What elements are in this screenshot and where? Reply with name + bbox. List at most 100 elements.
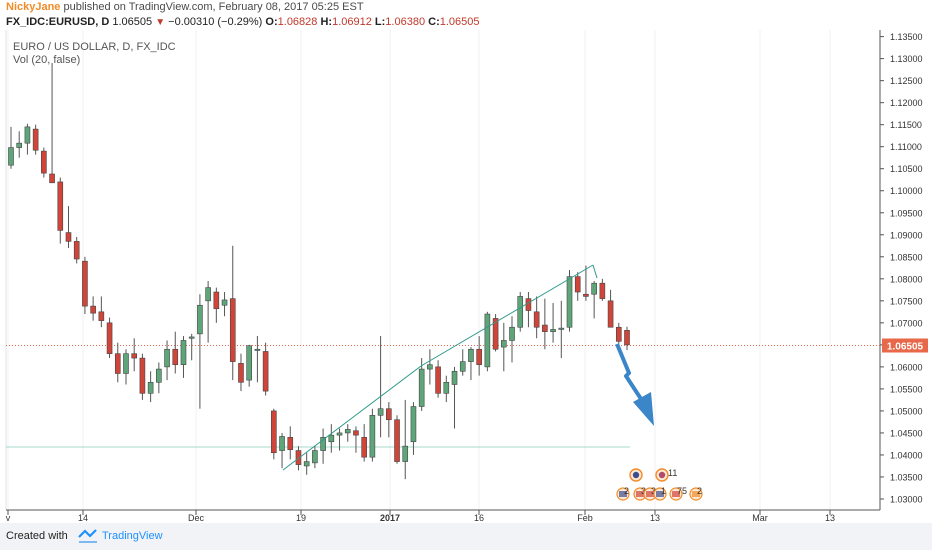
- candle-body: [328, 434, 335, 443]
- candle: [238, 353, 244, 392]
- x-tick-label: v: [6, 513, 11, 523]
- candle-body: [386, 408, 392, 421]
- flag-icon: [656, 491, 664, 497]
- candle: [344, 424, 351, 442]
- candle-body: [418, 368, 425, 407]
- price-chart[interactable]: 1.03000 1.03500 1.04000 1.04500 1.05000 1.055…: [0, 30, 932, 523]
- y-tick-label: 1.13500: [890, 32, 923, 42]
- candle: [197, 294, 203, 409]
- candle-body: [8, 147, 14, 166]
- flag-icon: [692, 491, 700, 497]
- candle: [525, 292, 532, 328]
- time-axis[interactable]: v 14 Dec 19 2017 16 Feb 13 Mar 13: [6, 510, 835, 523]
- event-count: 2: [624, 486, 629, 496]
- event-count: 75: [677, 486, 687, 496]
- candle: [394, 415, 400, 464]
- candle: [164, 340, 170, 381]
- y-tick-label: 1.03500: [890, 472, 923, 482]
- candle-body: [583, 293, 589, 297]
- candle-body: [246, 345, 252, 381]
- trendline-upper[interactable]: [420, 264, 594, 367]
- price-tag: 1.06505: [882, 338, 928, 353]
- candle-body: [254, 348, 261, 351]
- y-tick-label: 1.05500: [890, 384, 923, 394]
- candle-body: [82, 260, 88, 307]
- candle: [484, 311, 491, 372]
- candle-body: [377, 408, 384, 416]
- x-tick-label: Mar: [752, 513, 768, 523]
- tradingview-logo-icon[interactable]: [78, 529, 98, 543]
- candles[interactable]: [8, 63, 630, 480]
- x-tick-label: 13: [825, 513, 835, 523]
- candle: [451, 366, 458, 429]
- candle-body: [32, 128, 39, 151]
- candle-body: [369, 415, 376, 458]
- x-tick-label: 2017: [380, 513, 400, 523]
- trendline-tail[interactable]: [592, 264, 598, 279]
- close-label: C:: [428, 16, 440, 28]
- trendline-lower[interactable]: [282, 365, 422, 471]
- candle: [427, 349, 433, 385]
- candle-body: [262, 351, 269, 392]
- candle-body: [492, 318, 499, 350]
- candle-body: [131, 353, 137, 359]
- candle-body: [353, 430, 359, 436]
- candle-body: [156, 368, 162, 383]
- y-tick-label: 1.07500: [890, 296, 923, 306]
- candle: [98, 296, 105, 328]
- candle-body: [303, 461, 310, 467]
- candle: [139, 353, 146, 400]
- x-tick-label: 19: [296, 513, 306, 523]
- candle: [246, 344, 252, 387]
- candle-body: [468, 348, 474, 362]
- candle: [131, 338, 137, 372]
- tradingview-link[interactable]: TradingView: [102, 530, 163, 542]
- candle: [624, 326, 630, 351]
- candle-body: [591, 282, 597, 295]
- candle: [492, 314, 499, 352]
- candle: [500, 322, 507, 372]
- candle-body: [164, 348, 170, 368]
- candle: [279, 432, 285, 469]
- created-with-text: Created with: [6, 530, 68, 542]
- x-tick-label: 16: [474, 513, 484, 523]
- candle: [213, 287, 220, 323]
- candle-body: [484, 313, 491, 368]
- y-tick-label: 1.05000: [890, 406, 923, 416]
- candle-body: [172, 348, 179, 365]
- y-tick-label: 1.07000: [890, 318, 923, 328]
- candle-body: [229, 298, 236, 362]
- candle: [90, 296, 96, 321]
- candle-body: [410, 406, 417, 443]
- candle: [542, 298, 548, 350]
- candle: [205, 281, 211, 343]
- economic-events[interactable]: 11 2 3 3 1 75 2: [616, 468, 703, 501]
- event-count: 1: [661, 486, 666, 496]
- candle-body: [500, 340, 507, 348]
- candle: [591, 281, 597, 319]
- candle-body: [106, 322, 113, 354]
- candle: [180, 336, 187, 378]
- candle: [533, 296, 540, 339]
- candle-body: [295, 450, 302, 465]
- forecast-arrow[interactable]: [615, 343, 654, 426]
- event-count: 2: [697, 486, 702, 496]
- price-axis[interactable]: 1.03000 1.03500 1.04000 1.04500 1.05000 1.055…: [880, 32, 923, 504]
- candle: [443, 375, 450, 403]
- candle: [188, 333, 195, 361]
- candle-body: [320, 437, 326, 451]
- candle-body: [197, 304, 203, 335]
- candle-body: [180, 340, 187, 365]
- candle: [312, 446, 318, 469]
- candle-body: [476, 348, 482, 365]
- candle-body: [517, 296, 524, 328]
- candle: [336, 428, 343, 451]
- candle: [517, 292, 524, 332]
- candle: [65, 206, 72, 248]
- author-name[interactable]: NickyJane: [6, 1, 61, 13]
- y-tick-label: 1.09500: [890, 208, 923, 218]
- candle-body: [57, 181, 64, 231]
- candle: [262, 342, 269, 396]
- candle-body: [615, 326, 622, 342]
- price-tag-label: 1.06505: [887, 341, 924, 352]
